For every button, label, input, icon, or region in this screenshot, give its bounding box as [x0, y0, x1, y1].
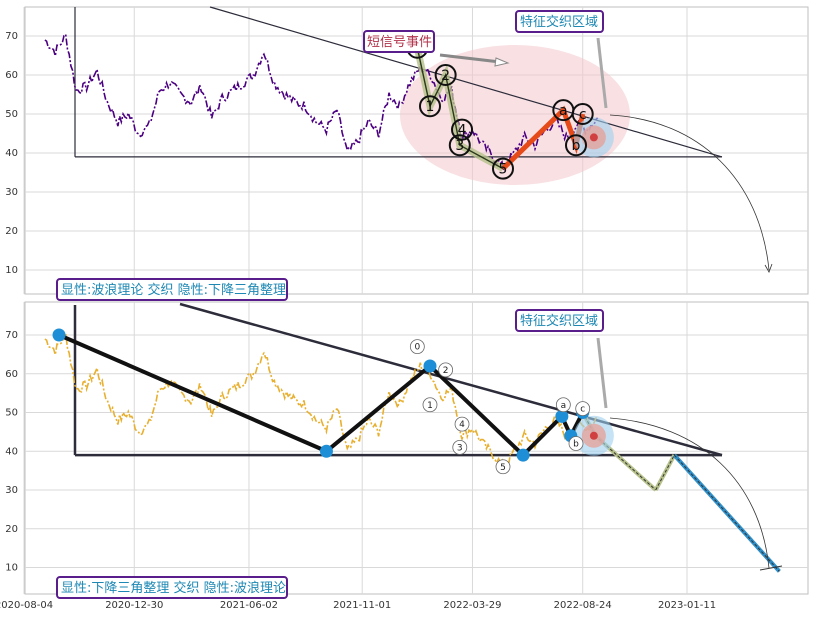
wave-marker-circle [452, 439, 468, 455]
projection-segment-core [673, 454, 780, 572]
y-tick-label: 70 [5, 330, 18, 341]
wave-marker-circle [491, 157, 514, 180]
wave-marker-circle [555, 397, 571, 413]
projection-end-tick [759, 565, 783, 571]
wave-marker-label: 4 [458, 123, 467, 139]
projection-curve [609, 417, 770, 569]
wave-marker-label: 3 [457, 443, 463, 453]
wave-marker-circle [571, 103, 594, 125]
wave-marker-label: b [572, 138, 581, 154]
y-tick-label: 30 [5, 485, 18, 496]
x-tick-label: 2022-08-24 [554, 600, 612, 611]
wave-marker-label: a [561, 401, 567, 411]
bottom-pattern-overlay: 0 1 2 4 3 5 a b c [52, 328, 783, 573]
wave-marker-circle [422, 397, 438, 413]
wave-marker-label: 0 [414, 343, 420, 353]
wave-marker-label: 3 [455, 138, 464, 154]
short-signal-label: 短信号事件 [367, 35, 432, 50]
x-axis-ticks: 2020-08-04 2020-12-30 2021-06-02 2021-11-01… [0, 600, 716, 611]
wave-marker-circle [568, 436, 584, 451]
x-tick-label: 2021-11-01 [333, 600, 391, 611]
top-feature-zone-label: 特征交织区域 [520, 14, 598, 30]
y-tick-label: 20 [5, 524, 18, 535]
bottom-feature-zone-label: 特征交织区域 [520, 313, 598, 329]
wave-marker-circle [495, 459, 511, 475]
bottom-panel-label-text: 显性:下降三角整理 交织 隐性:波浪理论 [61, 580, 286, 596]
wave-marker-label: 5 [499, 162, 508, 178]
wave-marker-circle [418, 95, 441, 118]
y-tick-label: 20 [5, 226, 18, 237]
y-tick-label: 50 [5, 408, 18, 419]
wave-marker-circle [434, 64, 457, 86]
wave-marker-label: 1 [426, 99, 435, 115]
projection-segment-core [655, 454, 675, 491]
x-tick-label: 2021-06-02 [220, 600, 278, 611]
wave-marker-label: b [573, 440, 579, 450]
short-signal-arrow [439, 53, 501, 64]
wave-marker-label: 2 [443, 366, 449, 376]
top-panel-label: 显性:波浪理论 交织 隐性:下降三角整理 [56, 278, 288, 301]
impulse-wave-line [416, 47, 504, 170]
top-grid: 10 20 30 40 50 60 70 [5, 7, 808, 294]
wave-marker-label: 5 [500, 463, 506, 473]
wave-marker-label: 2 [441, 68, 450, 84]
x-tick-label: 2020-08-04 [0, 600, 53, 611]
y-tick-label: 60 [5, 70, 18, 81]
x-tick-label: 2020-12-30 [105, 600, 163, 611]
wave-marker-circle [565, 134, 588, 157]
wave-marker-label: 4 [459, 420, 465, 430]
target-glow-core [589, 133, 598, 142]
y-tick-label: 40 [5, 148, 18, 159]
top-feature-zone-callout: 特征交织区域 [515, 10, 604, 33]
y-tick-label: 40 [5, 446, 18, 457]
pivot-marker [555, 409, 569, 423]
y-tick-label: 70 [5, 31, 18, 42]
feature-zone-pointer [596, 337, 608, 409]
triangle-resistance-line [209, 6, 723, 158]
wave-marker-circle [409, 339, 425, 355]
bottom-feature-zone-callout: 特征交织区域 [515, 309, 604, 332]
short-signal-arrow-head [494, 57, 510, 67]
wave-marker-circle [448, 134, 471, 157]
triangle-resistance-line [179, 302, 723, 457]
x-tick-label: 2022-03-29 [443, 600, 501, 611]
wave-marker-circle [451, 118, 474, 141]
y-tick-label: 10 [5, 265, 18, 276]
wave-marker-label: c [580, 405, 585, 415]
projection-segment-core [595, 435, 657, 491]
y-tick-label: 30 [5, 187, 18, 198]
x-tick-label: 2023-01-11 [658, 600, 716, 611]
pivot-marker [319, 444, 333, 458]
top-panel-label-text: 显性:波浪理论 交织 隐性:下降三角整理 [61, 282, 286, 298]
feature-zone-pointer [596, 37, 608, 109]
pivot-marker [52, 328, 66, 342]
top-wave-overlay: 012345abc [406, 36, 773, 273]
wave-marker-circle [575, 401, 591, 417]
short-signal-callout: 短信号事件 [363, 30, 435, 53]
y-tick-label: 50 [5, 109, 18, 120]
y-tick-label: 60 [5, 369, 18, 380]
wave-marker-circle [454, 416, 470, 432]
y-tick-label: 10 [5, 563, 18, 574]
wave-marker-circle [438, 362, 454, 378]
wave-marker-label: c [579, 107, 587, 123]
pivot-marker [516, 448, 530, 462]
wave-marker-label: a [559, 103, 568, 119]
target-glow-core [589, 431, 598, 440]
wave-marker-label: 1 [427, 401, 433, 411]
projection-arrowhead [764, 263, 773, 273]
bottom-panel-label: 显性:下降三角整理 交织 隐性:波浪理论 [56, 576, 288, 599]
projection-curve [609, 114, 770, 271]
pivot-marker [423, 359, 437, 373]
top-decorations [74, 6, 723, 185]
